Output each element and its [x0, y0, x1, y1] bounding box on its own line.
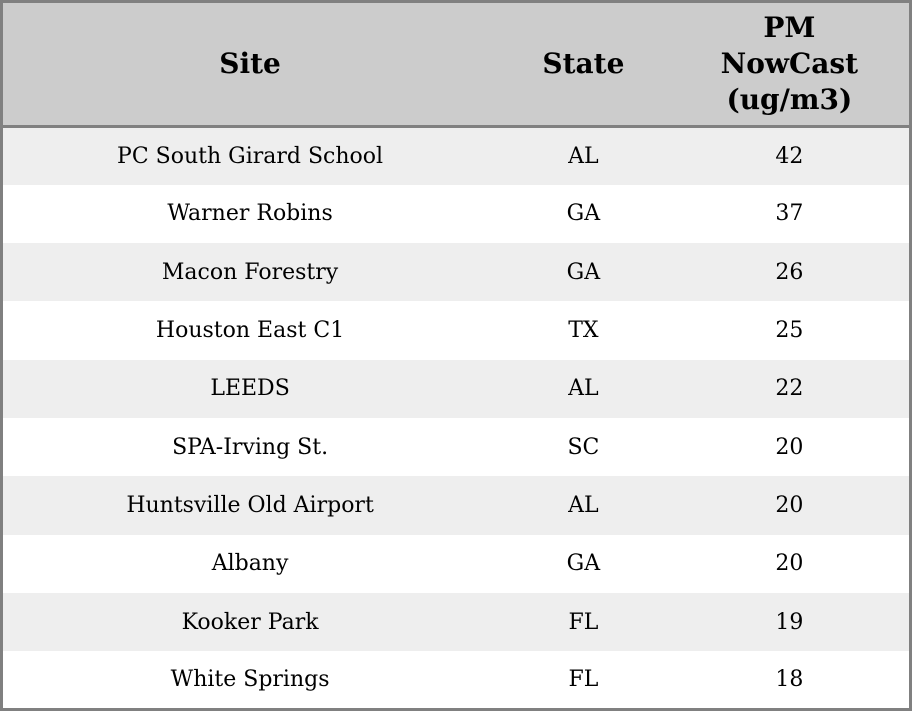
cell-site: PC South Girard School: [117, 143, 384, 169]
table-row: Albany GA 20: [1, 534, 911, 593]
table-row: Macon Forestry GA 26: [1, 243, 911, 302]
table-body: PC South Girard School AL 42 Warner Robi…: [1, 126, 911, 710]
table-row: SPA-Irving St. SC 20: [1, 417, 911, 477]
table-row: Kooker Park FL 19: [1, 592, 911, 652]
cell-state: GA: [566, 259, 601, 285]
cell-pm-value: 37: [775, 201, 804, 227]
table-row: White Springs FL 18: [1, 651, 911, 710]
table-row: Houston East C1 TX 25: [1, 301, 911, 360]
cell-pm-value: 42: [775, 143, 804, 169]
column-header-pm-nowcast: PM NowCast (ug/m3): [669, 1, 911, 128]
cell-state: AL: [568, 376, 599, 402]
cell-site: SPA-Irving St.: [172, 434, 329, 460]
table-row: Huntsville Old Airport AL 20: [1, 476, 911, 535]
table-row: LEEDS AL 22: [1, 359, 911, 418]
cell-pm-value: 19: [775, 609, 804, 635]
cell-site: White Springs: [170, 667, 330, 693]
table-row: Warner Robins GA 37: [1, 184, 911, 244]
header-row: Site State PM NowCast (ug/m3): [1, 1, 911, 128]
cell-site: Huntsville Old Airport: [126, 492, 374, 518]
cell-pm-value: 20: [775, 492, 804, 518]
column-header-site: Site: [1, 1, 498, 128]
cell-state: AL: [568, 492, 599, 518]
cell-state: TX: [568, 318, 599, 344]
table-header: Site State PM NowCast (ug/m3): [1, 1, 911, 128]
cell-site: LEEDS: [210, 376, 290, 402]
column-header-state: State: [497, 1, 670, 128]
cell-state: SC: [567, 434, 600, 460]
cell-state: FL: [568, 609, 599, 635]
cell-site: Houston East C1: [155, 318, 345, 344]
cell-pm-value: 25: [775, 318, 804, 344]
cell-site: Macon Forestry: [161, 259, 339, 285]
cell-pm-value: 20: [775, 434, 804, 460]
cell-state: GA: [566, 551, 601, 577]
cell-pm-value: 20: [775, 551, 804, 577]
cell-state: FL: [568, 667, 599, 693]
cell-state: GA: [566, 201, 601, 227]
cell-state: AL: [568, 143, 599, 169]
cell-site: Warner Robins: [167, 201, 333, 227]
table-row: PC South Girard School AL 42: [1, 126, 911, 185]
cell-pm-value: 22: [775, 376, 804, 402]
cell-pm-value: 26: [775, 259, 804, 285]
cell-site: Albany: [211, 551, 289, 577]
cell-pm-value: 18: [775, 667, 804, 693]
cell-site: Kooker Park: [181, 609, 319, 635]
